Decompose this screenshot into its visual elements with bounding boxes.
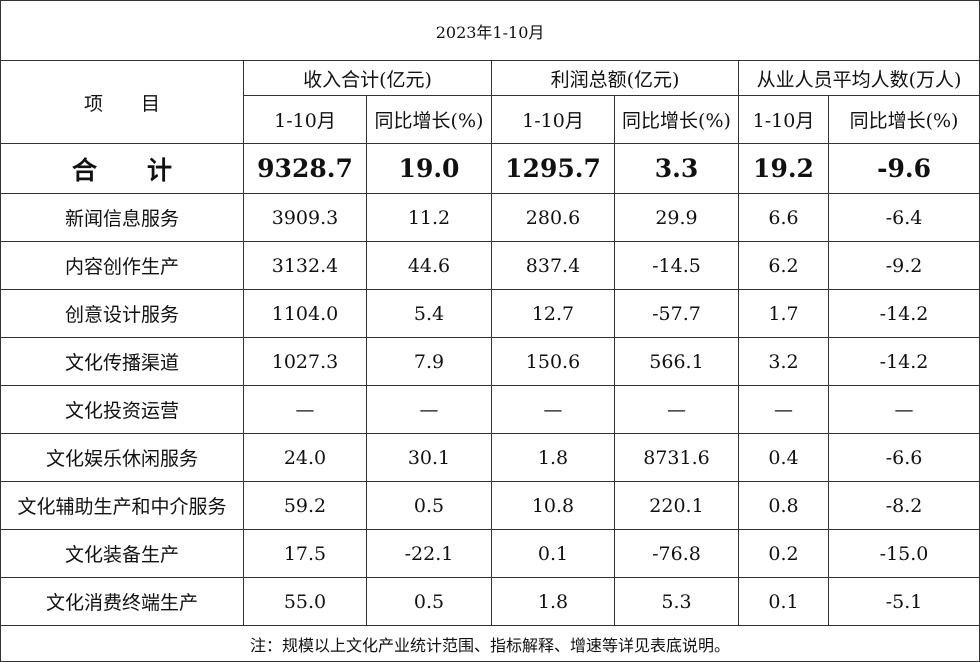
cell: 29.9	[614, 193, 739, 242]
cell: 12.7	[491, 289, 615, 338]
sub-header: 1-10月	[738, 95, 829, 144]
cell: -9.2	[827, 241, 980, 290]
cell: -76.8	[614, 529, 739, 578]
group-header: 收入合计(亿元)	[243, 60, 492, 96]
cell: 6.2	[738, 241, 829, 290]
cell: 1.8	[491, 433, 615, 482]
table-row: 内容创作生产 3132.4 44.6 837.4 -14.5 6.2 -9.2	[0, 241, 980, 290]
cell: -6.6	[827, 433, 980, 482]
cell: 3132.4	[243, 241, 367, 290]
row-label: 文化装备生产	[0, 529, 244, 578]
cell: 1027.3	[243, 337, 367, 386]
cell: 0.1	[491, 529, 615, 578]
cell: 9328.7	[243, 143, 367, 194]
cell: 220.1	[614, 481, 739, 530]
table-row: 文化辅助生产和中介服务 59.2 0.5 10.8 220.1 0.8 -8.2	[0, 481, 980, 530]
row-label: 新闻信息服务	[0, 193, 244, 242]
cell: -5.1	[827, 577, 980, 626]
cell: -9.6	[827, 143, 980, 194]
table-row: 文化娱乐休闲服务 24.0 30.1 1.8 8731.6 0.4 -6.6	[0, 433, 980, 482]
note: 注：规模以上文化产业统计范围、指标解释、增速等详见表底说明。	[0, 625, 980, 662]
cell: 0.5	[366, 577, 492, 626]
group-header: 从业人员平均人数(万人)	[737, 60, 980, 96]
cell: -6.4	[827, 193, 980, 242]
row-label: 内容创作生产	[0, 241, 244, 290]
cell: -8.2	[827, 481, 980, 530]
table-row: 新闻信息服务 3909.3 11.2 280.6 29.9 6.6 -6.4	[0, 193, 980, 242]
cell: 0.4	[738, 433, 829, 482]
cell: —	[491, 385, 615, 434]
item-header: 项 目	[0, 60, 244, 144]
cell: 566.1	[614, 337, 739, 386]
cell: 8731.6	[614, 433, 739, 482]
cell: 19.0	[366, 143, 492, 194]
row-label: 合 计	[0, 143, 244, 194]
row-label: 创意设计服务	[0, 289, 244, 338]
sub-header: 1-10月	[243, 95, 367, 144]
cell: —	[243, 385, 367, 434]
cell: 44.6	[366, 241, 492, 290]
table-row: 创意设计服务 1104.0 5.4 12.7 -57.7 1.7 -14.2	[0, 289, 980, 338]
cell: 150.6	[491, 337, 615, 386]
cell: 59.2	[243, 481, 367, 530]
cell: -14.2	[827, 289, 980, 338]
row-label: 文化娱乐休闲服务	[0, 433, 244, 482]
cell: 6.6	[738, 193, 829, 242]
sub-header: 同比增长(%)	[614, 95, 739, 144]
cell: -14.2	[827, 337, 980, 386]
sub-header: 同比增长(%)	[366, 95, 492, 144]
cell: 3.2	[738, 337, 829, 386]
cell: -22.1	[366, 529, 492, 578]
cell: —	[827, 385, 980, 434]
cell: 0.1	[738, 577, 829, 626]
table-title: 2023年1-10月	[0, 0, 980, 61]
cell: 10.8	[491, 481, 615, 530]
table-row: 文化传播渠道 1027.3 7.9 150.6 566.1 3.2 -14.2	[0, 337, 980, 386]
table-row: 合 计 9328.7 19.0 1295.7 3.3 19.2 -9.6	[0, 143, 980, 194]
cell: 1104.0	[243, 289, 367, 338]
cell: —	[614, 385, 739, 434]
cell: 1.8	[491, 577, 615, 626]
sub-header: 1-10月	[491, 95, 615, 144]
cell: 30.1	[366, 433, 492, 482]
row-label: 文化投资运营	[0, 385, 244, 434]
table-row: 文化消费终端生产 55.0 0.5 1.8 5.3 0.1 -5.1	[0, 577, 980, 626]
note-row: 注：规模以上文化产业统计范围、指标解释、增速等详见表底说明。	[0, 625, 980, 662]
cell: 55.0	[243, 577, 367, 626]
row-label: 文化传播渠道	[0, 337, 244, 386]
cell: 837.4	[491, 241, 615, 290]
cell: -15.0	[827, 529, 980, 578]
cell: 0.5	[366, 481, 492, 530]
cell: 19.2	[738, 143, 829, 194]
cell: 17.5	[243, 529, 367, 578]
cell: 1295.7	[491, 143, 615, 194]
cell: 5.3	[614, 577, 739, 626]
cell: 1.7	[738, 289, 829, 338]
cell: 280.6	[491, 193, 615, 242]
row-label: 文化消费终端生产	[0, 577, 244, 626]
sub-header: 同比增长(%)	[827, 95, 980, 144]
cell: 3909.3	[243, 193, 367, 242]
row-label: 文化辅助生产和中介服务	[0, 481, 244, 530]
cell: 5.4	[366, 289, 492, 338]
cell: 3.3	[614, 143, 739, 194]
cell: 11.2	[366, 193, 492, 242]
cell: —	[738, 385, 829, 434]
cell: -57.7	[614, 289, 739, 338]
group-header: 利润总额(亿元)	[491, 60, 739, 96]
cell: 0.2	[738, 529, 829, 578]
cell: 24.0	[243, 433, 367, 482]
table-row: 文化投资运营 — — — — — —	[0, 385, 980, 434]
cell: 7.9	[366, 337, 492, 386]
table-row: 文化装备生产 17.5 -22.1 0.1 -76.8 0.2 -15.0	[0, 529, 980, 578]
cell: 0.8	[738, 481, 829, 530]
cell: -14.5	[614, 241, 739, 290]
cell: —	[366, 385, 492, 434]
